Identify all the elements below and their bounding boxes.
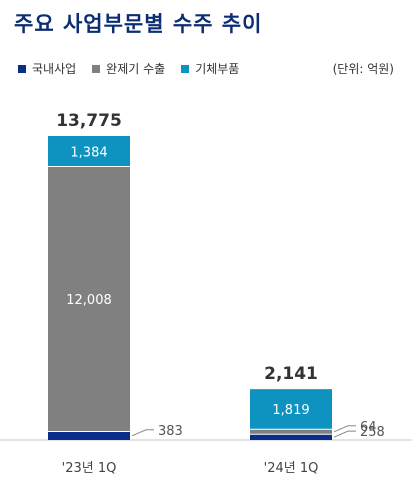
legend-item-domestic: 국내사업	[18, 60, 76, 77]
legend-label-parts: 기체부품	[195, 62, 240, 76]
leader-line	[333, 425, 356, 433]
bar-segment-3-cat-1	[48, 136, 130, 167]
legend-swatch-parts	[181, 64, 190, 73]
legend-label-domestic: 국내사업	[32, 62, 77, 76]
segment-label-outside: 258	[360, 425, 385, 440]
category-label: '23년 1Q	[62, 461, 117, 476]
bar-segment-3-cat-2	[250, 389, 332, 430]
total-label: 13,775	[56, 111, 122, 131]
legend-label-export: 완제기 수출	[106, 62, 166, 76]
segment-label-outside: 64	[360, 420, 377, 435]
legend-swatch-domestic	[18, 64, 26, 73]
legend-swatch-export	[92, 64, 101, 73]
segment-label: 1,384	[70, 145, 107, 160]
leader-line	[333, 430, 356, 438]
segment-label: 12,008	[66, 293, 112, 308]
bar-segment-1-cat-1	[48, 431, 130, 440]
category-label: '24년 1Q	[264, 461, 319, 476]
unit-label: (단위: 억원)	[332, 62, 394, 76]
legend-item-parts: 기체부품	[181, 60, 239, 77]
segment-label-outside: 383	[158, 424, 183, 439]
legend-item-export: 완제기 수출	[92, 60, 165, 77]
bar-segment-1-cat-2	[250, 434, 332, 440]
total-label: 2,141	[264, 364, 318, 384]
bar-segment-2-cat-1	[48, 166, 130, 432]
bar-segment-2-cat-2	[250, 429, 332, 435]
leader-line	[131, 429, 154, 437]
chart-title: 주요 사업부문별 수주 추이	[14, 12, 263, 36]
segment-label: 1,819	[272, 403, 309, 418]
legend: 국내사업 완제기 수출 기체부품	[18, 60, 255, 77]
